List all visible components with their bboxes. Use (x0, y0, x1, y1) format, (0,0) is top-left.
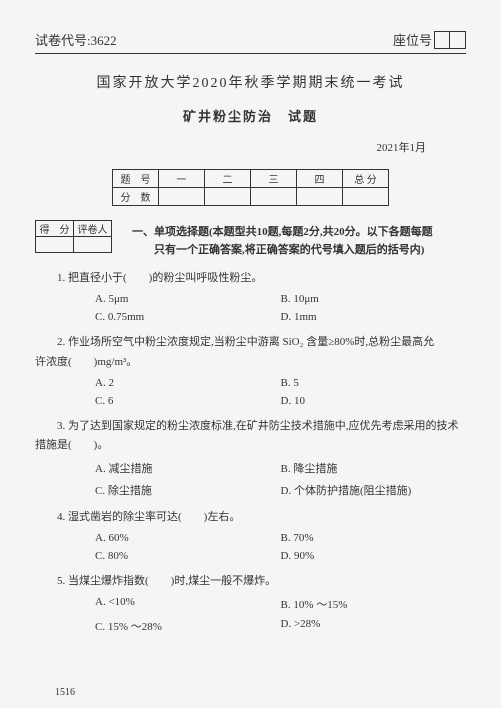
table-row: 得 分 评卷人 (36, 221, 112, 237)
question-text: 2. 作业场所空气中粉尘浓度规定,当粉尘中游离 SiO₂ 含量≥80%时,总粉尘… (35, 333, 466, 353)
option: A. 减尘措施 (95, 460, 281, 476)
option: B. 降尘措施 (281, 460, 467, 476)
question-text: 3. 为了达到国家规定的粉尘浓度标准,在矿井防尘技术措施中,应优先考虑采用的技术 (35, 417, 466, 437)
options: A. <10% B. 10% ～15% C. 15% ～28% D. >28% (95, 596, 466, 634)
option: A. 5μm (95, 293, 281, 305)
option: D. 10 (281, 395, 467, 407)
score-col: 总 分 (343, 170, 389, 188)
question-4: 4. 湿式凿岩的除尘率可达( )左右。 A. 60% B. 70% C. 80%… (35, 508, 466, 562)
option: C. 除尘措施 (95, 482, 281, 498)
option: D. >28% (281, 618, 467, 634)
option: B. 10μm (281, 293, 467, 305)
score-cell (343, 188, 389, 206)
option: C. 0.75mm (95, 311, 281, 323)
grade-empty (36, 237, 74, 253)
score-cell (297, 188, 343, 206)
options: A. 5μm B. 10μm C. 0.75mm D. 1mm (95, 293, 466, 323)
section-line1: 一、单项选择题(本题型共10题,每题2分,共20分。以下各题每题 (132, 224, 433, 242)
question-5: 5. 当煤尘爆炸指数( )时,煤尘一般不爆炸。 A. <10% B. 10% ～… (35, 572, 466, 634)
score-table: 题 号 一 二 三 四 总 分 分 数 (112, 169, 389, 206)
date-line: 2021年1月 (35, 139, 466, 155)
question-text: 4. 湿式凿岩的除尘率可达( )左右。 (35, 508, 466, 528)
paper-code-value: 3622 (91, 33, 117, 48)
paper-code: 试卷代号:3622 (35, 30, 117, 49)
option: D. 90% (281, 550, 467, 562)
header-row: 试卷代号:3622 座位号 (35, 30, 466, 54)
option: B. 5 (281, 377, 467, 389)
score-cell (205, 188, 251, 206)
options: A. 2 B. 5 C. 6 D. 10 (95, 377, 466, 407)
score-col: 一 (159, 170, 205, 188)
option: C. 80% (95, 550, 281, 562)
grade-empty (74, 237, 112, 253)
seat-box: 座位号 (393, 30, 466, 49)
option: A. <10% (95, 596, 281, 612)
option: A. 2 (95, 377, 281, 389)
seat-cell (434, 31, 450, 49)
seat-label: 座位号 (393, 30, 432, 49)
options: A. 60% B. 70% C. 80% D. 90% (95, 532, 466, 562)
option: B. 70% (281, 532, 467, 544)
question-text2: 许浓度( )mg/m³。 (35, 353, 466, 373)
option: C. 15% ～28% (95, 618, 281, 634)
score-label: 分 数 (113, 188, 159, 206)
score-cell (159, 188, 205, 206)
grade-cell: 评卷人 (74, 221, 112, 237)
score-label: 题 号 (113, 170, 159, 188)
title-sub: 矿井粉尘防治 试题 (35, 106, 466, 125)
question-text: 5. 当煤尘爆炸指数( )时,煤尘一般不爆炸。 (35, 572, 466, 592)
table-row: 分 数 (113, 188, 389, 206)
title-main: 国家开放大学2020年秋季学期期末统一考试 (35, 72, 466, 92)
score-col: 二 (205, 170, 251, 188)
table-row (36, 237, 112, 253)
section-head: 一、单项选择题(本题型共10题,每题2分,共20分。以下各题每题 只有一个正确答… (132, 224, 433, 259)
option: A. 60% (95, 532, 281, 544)
question-3: 3. 为了达到国家规定的粉尘浓度标准,在矿井防尘技术措施中,应优先考虑采用的技术… (35, 417, 466, 499)
option: D. 1mm (281, 311, 467, 323)
question-text: 1. 把直径小于( )的粉尘叫呼吸性粉尘。 (35, 269, 466, 289)
score-col: 四 (297, 170, 343, 188)
paper-code-label: 试卷代号: (35, 33, 91, 48)
seat-cell (450, 31, 466, 49)
options: A. 减尘措施 B. 降尘措施 C. 除尘措施 D. 个体防护措施(阻尘措施) (95, 460, 466, 498)
section-row: 得 分 评卷人 一、单项选择题(本题型共10题,每题2分,共20分。以下各题每题… (35, 206, 466, 259)
option: B. 10% ～15% (281, 596, 467, 612)
option: D. 个体防护措施(阻尘措施) (281, 482, 467, 498)
score-col: 三 (251, 170, 297, 188)
page-number: 1516 (55, 687, 75, 698)
grade-cell: 得 分 (36, 221, 74, 237)
table-row: 题 号 一 二 三 四 总 分 (113, 170, 389, 188)
question-1: 1. 把直径小于( )的粉尘叫呼吸性粉尘。 A. 5μm B. 10μm C. … (35, 269, 466, 323)
question-text2: 措施是( )。 (35, 436, 466, 456)
grade-table: 得 分 评卷人 (35, 220, 112, 253)
question-2: 2. 作业场所空气中粉尘浓度规定,当粉尘中游离 SiO₂ 含量≥80%时,总粉尘… (35, 333, 466, 407)
section-line2: 只有一个正确答案,将正确答案的代号填入题后的括号内) (154, 242, 433, 260)
seat-cells (434, 31, 466, 49)
option: C. 6 (95, 395, 281, 407)
score-cell (251, 188, 297, 206)
